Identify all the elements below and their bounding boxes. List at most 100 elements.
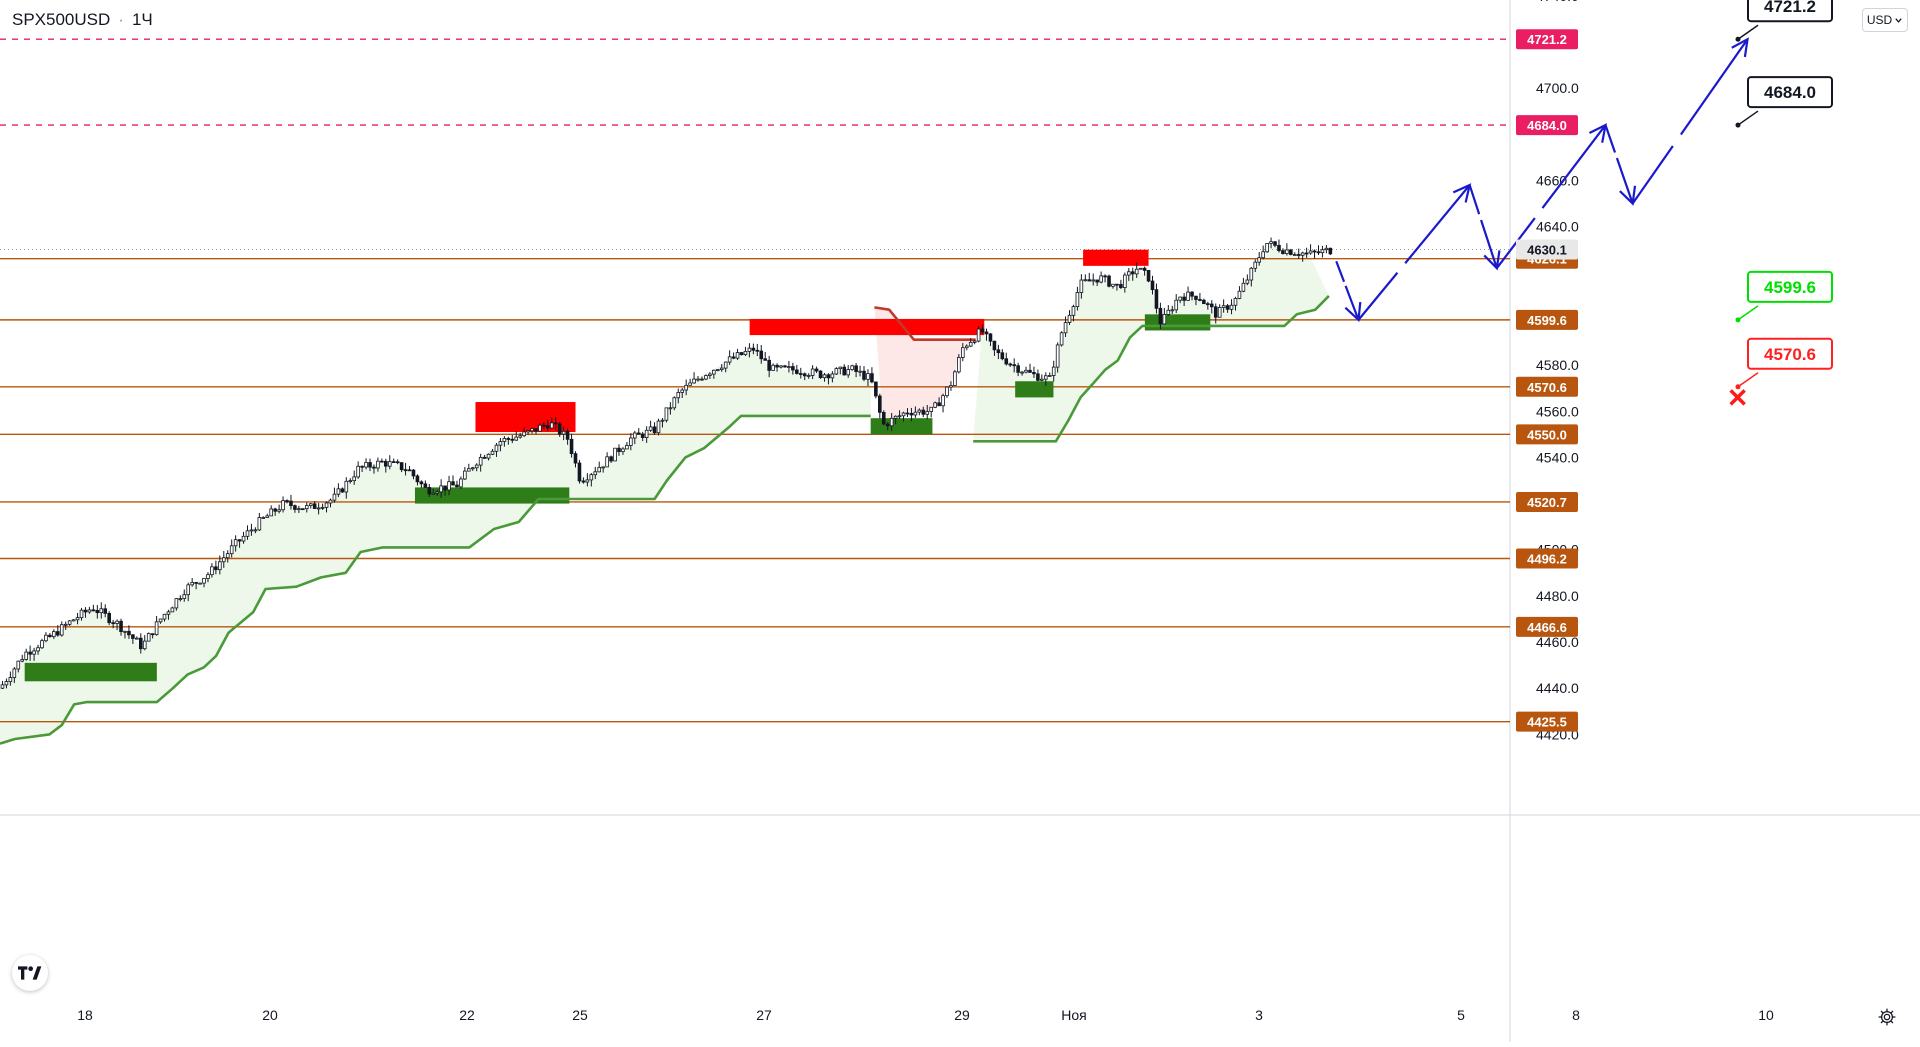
y-tick-label: 4480.0 <box>1536 588 1579 604</box>
candle <box>24 651 28 660</box>
callout-anchor <box>1735 36 1741 42</box>
candle <box>692 378 696 384</box>
candle <box>806 375 811 377</box>
demand-zone <box>1015 381 1054 398</box>
interval-label[interactable]: 1Ч <box>131 10 153 29</box>
forecast-path-segment <box>1357 271 1399 321</box>
candle <box>146 633 151 642</box>
target-price-badge-label: 4721.2 <box>1527 32 1567 47</box>
candle <box>324 502 329 508</box>
candle <box>751 347 756 351</box>
candle <box>190 582 194 586</box>
candle <box>1079 279 1084 293</box>
candle <box>830 373 835 379</box>
candle <box>648 426 653 431</box>
callout-anchor <box>1735 122 1741 128</box>
settings-button[interactable] <box>1874 1004 1900 1030</box>
candle <box>142 640 147 650</box>
candle <box>546 425 550 429</box>
candle <box>1253 261 1258 269</box>
callout-leader <box>1737 24 1759 40</box>
candle <box>1012 364 1016 367</box>
candle <box>889 417 894 427</box>
candle <box>739 352 744 356</box>
candle <box>1182 296 1186 301</box>
y-tick-label: 4640.0 <box>1536 219 1579 235</box>
candle <box>376 460 380 469</box>
candle <box>431 492 436 495</box>
currency-button[interactable]: USD <box>1862 8 1908 32</box>
level-price-badge <box>1516 491 1578 512</box>
forecast-path-segment <box>1344 285 1360 321</box>
callout-label: 4599.6 <box>1764 278 1816 297</box>
candle <box>949 385 953 388</box>
candle <box>577 462 582 482</box>
forecast-path-segment <box>1468 184 1481 215</box>
candle <box>419 481 424 485</box>
x-tick-label: 27 <box>756 1007 772 1023</box>
tradingview-logo[interactable] <box>12 955 48 991</box>
candle <box>150 633 155 636</box>
callout-box[interactable] <box>1747 337 1833 370</box>
candle <box>1217 307 1222 318</box>
candle <box>225 553 230 559</box>
candle <box>1285 249 1289 254</box>
candle <box>423 483 428 488</box>
candle <box>463 470 467 480</box>
candle <box>893 415 898 419</box>
candle <box>613 447 617 462</box>
candle <box>933 402 937 408</box>
supply-zone <box>1083 249 1149 266</box>
candle <box>1154 289 1159 309</box>
candle <box>202 578 206 584</box>
candle <box>1289 249 1293 255</box>
candle <box>1206 303 1210 306</box>
x-tick-label: 5 <box>1457 1007 1465 1023</box>
candle <box>921 409 926 415</box>
candle <box>846 369 850 376</box>
gear-icon <box>1878 1008 1896 1026</box>
candle <box>502 438 507 442</box>
candle <box>1241 282 1246 292</box>
x-tick-label: 10 <box>1758 1007 1774 1023</box>
callout-box[interactable] <box>1747 270 1833 303</box>
candle <box>858 370 862 373</box>
callout-box[interactable] <box>1747 76 1833 109</box>
candle <box>743 350 748 356</box>
candle <box>1312 250 1317 253</box>
candle <box>984 331 989 335</box>
candle <box>1249 267 1254 281</box>
candle <box>688 382 692 386</box>
candle <box>55 631 60 636</box>
candle <box>115 620 119 624</box>
candle <box>1194 295 1198 300</box>
candle <box>451 481 455 486</box>
candle <box>285 500 289 502</box>
candle <box>961 347 965 358</box>
stop-cross-marker <box>1729 389 1746 406</box>
red-stop-line <box>874 306 976 341</box>
candle <box>277 509 281 512</box>
candle <box>1040 378 1044 381</box>
symbol-header[interactable]: SPX500USD · 1Ч <box>12 10 153 30</box>
candle <box>980 328 985 333</box>
candle <box>601 466 605 469</box>
candle <box>1308 250 1313 254</box>
candle <box>506 438 511 440</box>
level-price-badge-label: 4599.6 <box>1527 313 1567 328</box>
candle <box>447 481 451 491</box>
callout-anchor <box>1735 317 1741 323</box>
candle <box>1150 280 1155 291</box>
candle <box>107 612 111 624</box>
callout-box[interactable] <box>1747 0 1833 23</box>
candle <box>28 651 32 655</box>
candle <box>901 412 906 417</box>
candle <box>44 634 48 642</box>
candle <box>12 668 17 678</box>
level-price-badge <box>1516 711 1578 732</box>
candle <box>210 566 214 576</box>
demand-zone <box>1144 314 1211 331</box>
candle <box>964 345 969 349</box>
